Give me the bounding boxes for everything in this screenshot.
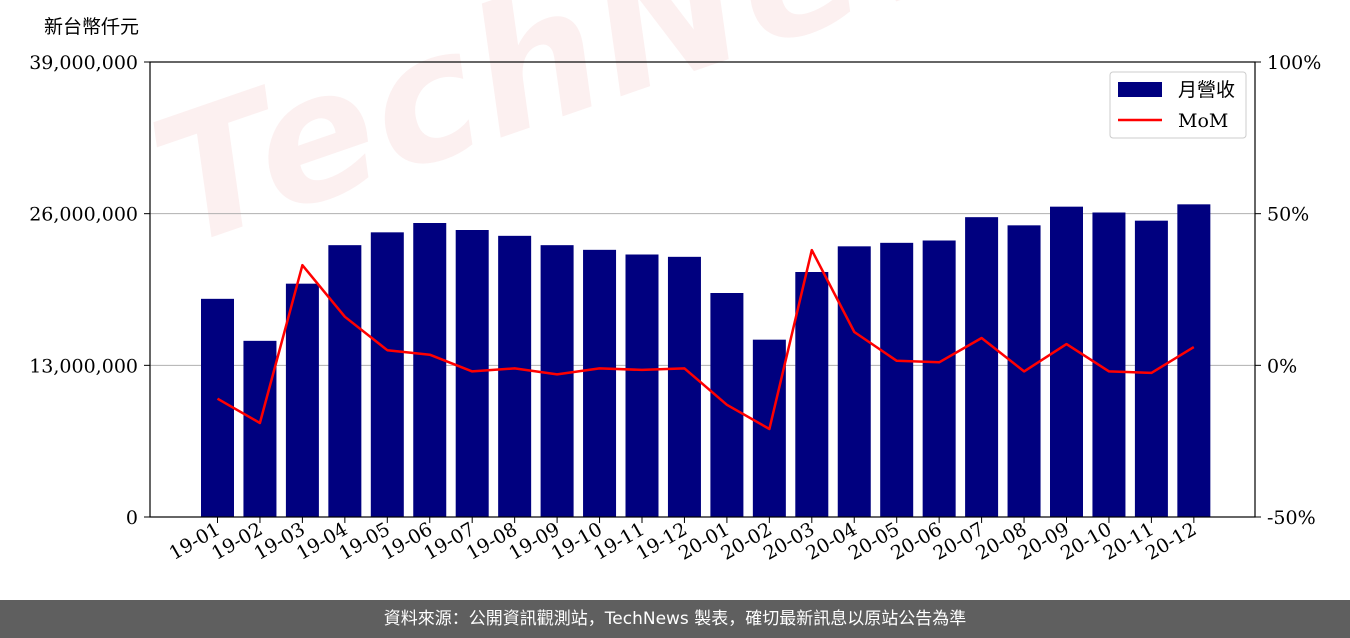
bar-20-07	[965, 217, 999, 517]
left-axis-tick-label: 39,000,000	[29, 52, 138, 74]
legend-line-label: MoM	[1178, 110, 1228, 132]
legend-bar-swatch	[1118, 82, 1162, 97]
right-axis-tick-label: -50%	[1267, 507, 1316, 529]
bar-20-06	[922, 240, 956, 517]
bar-20-11	[1134, 220, 1168, 517]
bar-19-11	[625, 254, 659, 517]
bar-20-04	[837, 246, 871, 518]
source-footer: 資料來源：公開資訊觀測站，TechNews 製表，確切最新訊息以原站公告為準	[0, 600, 1350, 638]
left-axis-tick-label: 13,000,000	[29, 355, 138, 377]
left-axis-tick-label: 26,000,000	[29, 204, 138, 226]
revenue-chart: 0 13,000,000 26,000,000 39,000,000 -50% 0% 50%…	[29, 52, 1321, 565]
bar-20-12	[1177, 204, 1211, 518]
bar-19-03	[285, 283, 319, 517]
legend-bar-label: 月營收	[1178, 79, 1235, 101]
mom-line	[216, 248, 1195, 431]
bar-19-10	[583, 249, 617, 518]
bar-19-01	[201, 298, 234, 517]
bar-19-09	[540, 245, 574, 517]
plot-frame	[149, 61, 1256, 518]
bar-19-07	[455, 230, 489, 517]
bar-20-03	[795, 272, 829, 517]
bar-19-05	[370, 232, 404, 518]
bar-19-02	[243, 340, 277, 517]
bar-19-06	[413, 223, 447, 517]
right-axis-tick-label: 0%	[1267, 355, 1297, 377]
y-axis-unit-label: 新台幣仟元	[44, 16, 140, 38]
left-axis-tick-label: 0	[126, 507, 138, 529]
right-axis-tick-label: 50%	[1267, 204, 1309, 226]
bar-19-04	[328, 245, 362, 517]
bar-20-09	[1050, 206, 1083, 517]
right-axis-tick-label: 100%	[1267, 52, 1321, 74]
bar-20-05	[880, 242, 914, 518]
bar-19-08	[498, 235, 532, 518]
bar-19-12	[667, 256, 701, 517]
